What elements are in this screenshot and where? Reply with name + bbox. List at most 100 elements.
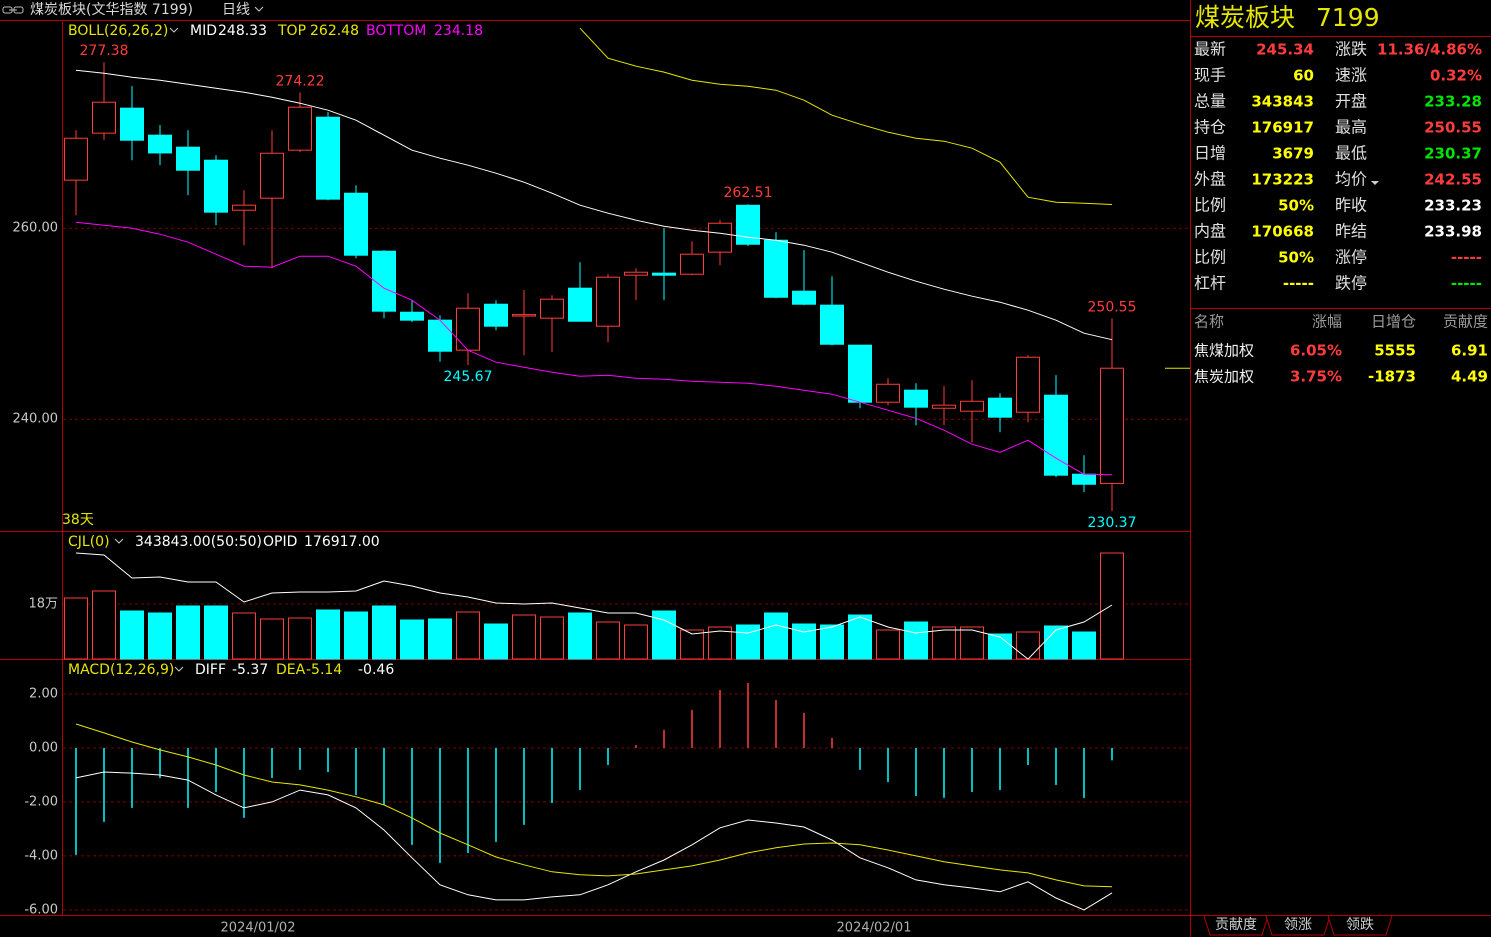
price-annotation: 230.37	[1088, 515, 1137, 531]
chevron	[254, 6, 264, 12]
volume-bar	[680, 629, 704, 660]
quote-value: 50%	[1278, 249, 1314, 267]
volume-bar	[428, 618, 452, 660]
quote-value: 242.55	[1424, 171, 1482, 189]
quote-label: 跌停	[1335, 274, 1367, 293]
candle-body	[400, 311, 424, 321]
candle-body	[764, 239, 788, 298]
x-tick-label: 2024/02/01	[837, 921, 912, 936]
volume-bar	[568, 612, 592, 660]
table-cell: 5555	[1374, 342, 1416, 360]
volume-bar	[344, 611, 368, 660]
candle-body	[1100, 367, 1124, 484]
y-tick-label: 0.00	[29, 740, 58, 755]
tab-shape	[1203, 915, 1269, 936]
legend-value: 248.33	[218, 23, 267, 39]
legend-name: DIFF	[195, 662, 226, 678]
volume-bar	[260, 618, 284, 660]
quote-value: 50%	[1278, 197, 1314, 215]
tab-shape	[1327, 915, 1393, 936]
quote-label: 均价	[1335, 170, 1367, 189]
candle-body	[260, 152, 284, 199]
volume-bar	[932, 626, 956, 660]
candle-body	[960, 400, 984, 412]
price-annotation: 262.51	[724, 185, 773, 201]
volume-bar	[1016, 631, 1040, 660]
price-annotation: 277.38	[80, 43, 129, 59]
candle-body	[148, 134, 172, 154]
quote-label: 昨结	[1335, 222, 1367, 241]
quote-label: 现手	[1194, 66, 1226, 85]
candle-body	[316, 116, 340, 200]
quote-value: 173223	[1251, 171, 1314, 189]
period-selector[interactable]: 日线	[222, 2, 250, 18]
boll-line	[579, 27, 1113, 205]
quote-value: 233.28	[1424, 93, 1482, 111]
legend-name: TOP	[277, 23, 306, 39]
link-icon[interactable]	[2, 6, 24, 14]
table-cell: -1873	[1368, 368, 1416, 386]
table-header: 贡献度	[1443, 313, 1488, 331]
volume-bar	[596, 621, 620, 660]
volume-bar	[92, 590, 116, 660]
quote-label: 总量	[1194, 92, 1226, 111]
quote-label: 最新	[1194, 40, 1226, 59]
period-label: 38天	[62, 512, 94, 528]
candle-body	[92, 101, 116, 134]
indicator-name[interactable]: CJL(0)	[68, 534, 110, 550]
quote-value: -----	[1451, 249, 1482, 267]
volume-bar	[764, 612, 788, 660]
indicator-name[interactable]: BOLL(26,26,2)	[68, 23, 168, 39]
candle-body	[624, 271, 648, 276]
y-tick-label: -4.00	[24, 848, 58, 863]
table-cell[interactable]: 焦炭加权	[1194, 368, 1254, 386]
volume-bar	[64, 597, 88, 660]
candle-body	[792, 290, 816, 305]
y-tick-label: 18万	[28, 596, 58, 611]
legend-name: OPID	[263, 534, 297, 550]
quote-value: 245.34	[1256, 41, 1314, 59]
quote-label: 持仓	[1194, 118, 1226, 137]
instrument-code: 7199	[1316, 3, 1380, 32]
quote-value: 176917	[1251, 119, 1314, 137]
candle-body	[932, 404, 956, 409]
quote-value: -----	[1451, 275, 1482, 293]
indicator-name[interactable]: MACD(12,26,9)	[68, 662, 174, 678]
window-title: 煤炭板块(文华指数 7199)	[30, 2, 193, 18]
quote-value: 3679	[1272, 145, 1314, 163]
candle-body	[456, 307, 480, 351]
boll-line	[75, 69, 1113, 341]
volume-bar	[624, 624, 648, 660]
quote-label: 最低	[1335, 144, 1367, 163]
quote-label: 日增	[1194, 144, 1226, 163]
chevron	[174, 666, 184, 672]
quote-label: 最高	[1335, 118, 1367, 137]
chevron	[114, 538, 124, 544]
candle-body	[988, 397, 1012, 418]
quote-label: 比例	[1194, 196, 1226, 215]
volume-bar	[176, 605, 200, 660]
candle-body	[876, 383, 900, 403]
tab[interactable]: 领涨	[1284, 917, 1312, 933]
oi-line	[75, 552, 1113, 660]
table-cell[interactable]: 焦煤加权	[1194, 342, 1254, 360]
y-tick-label: 2.00	[29, 687, 58, 702]
tab-shape	[1265, 915, 1331, 936]
quote-label: 昨收	[1335, 196, 1367, 215]
candle-body	[204, 159, 228, 213]
quote-label: 涨停	[1335, 248, 1367, 267]
volume-bar	[288, 617, 312, 660]
legend-value: -5.14	[306, 662, 342, 678]
candle-body	[288, 106, 312, 151]
tab[interactable]: 贡献度	[1215, 917, 1257, 933]
quote-value: 230.37	[1424, 145, 1482, 163]
volume-bar	[372, 605, 396, 660]
volume-bar	[120, 610, 144, 660]
volume-bar	[1072, 631, 1096, 660]
tab[interactable]: 领跌	[1346, 917, 1374, 933]
candle-body	[344, 192, 368, 256]
legend-value: 234.18	[434, 23, 483, 39]
quote-value: 11.36/4.86%	[1377, 41, 1482, 59]
